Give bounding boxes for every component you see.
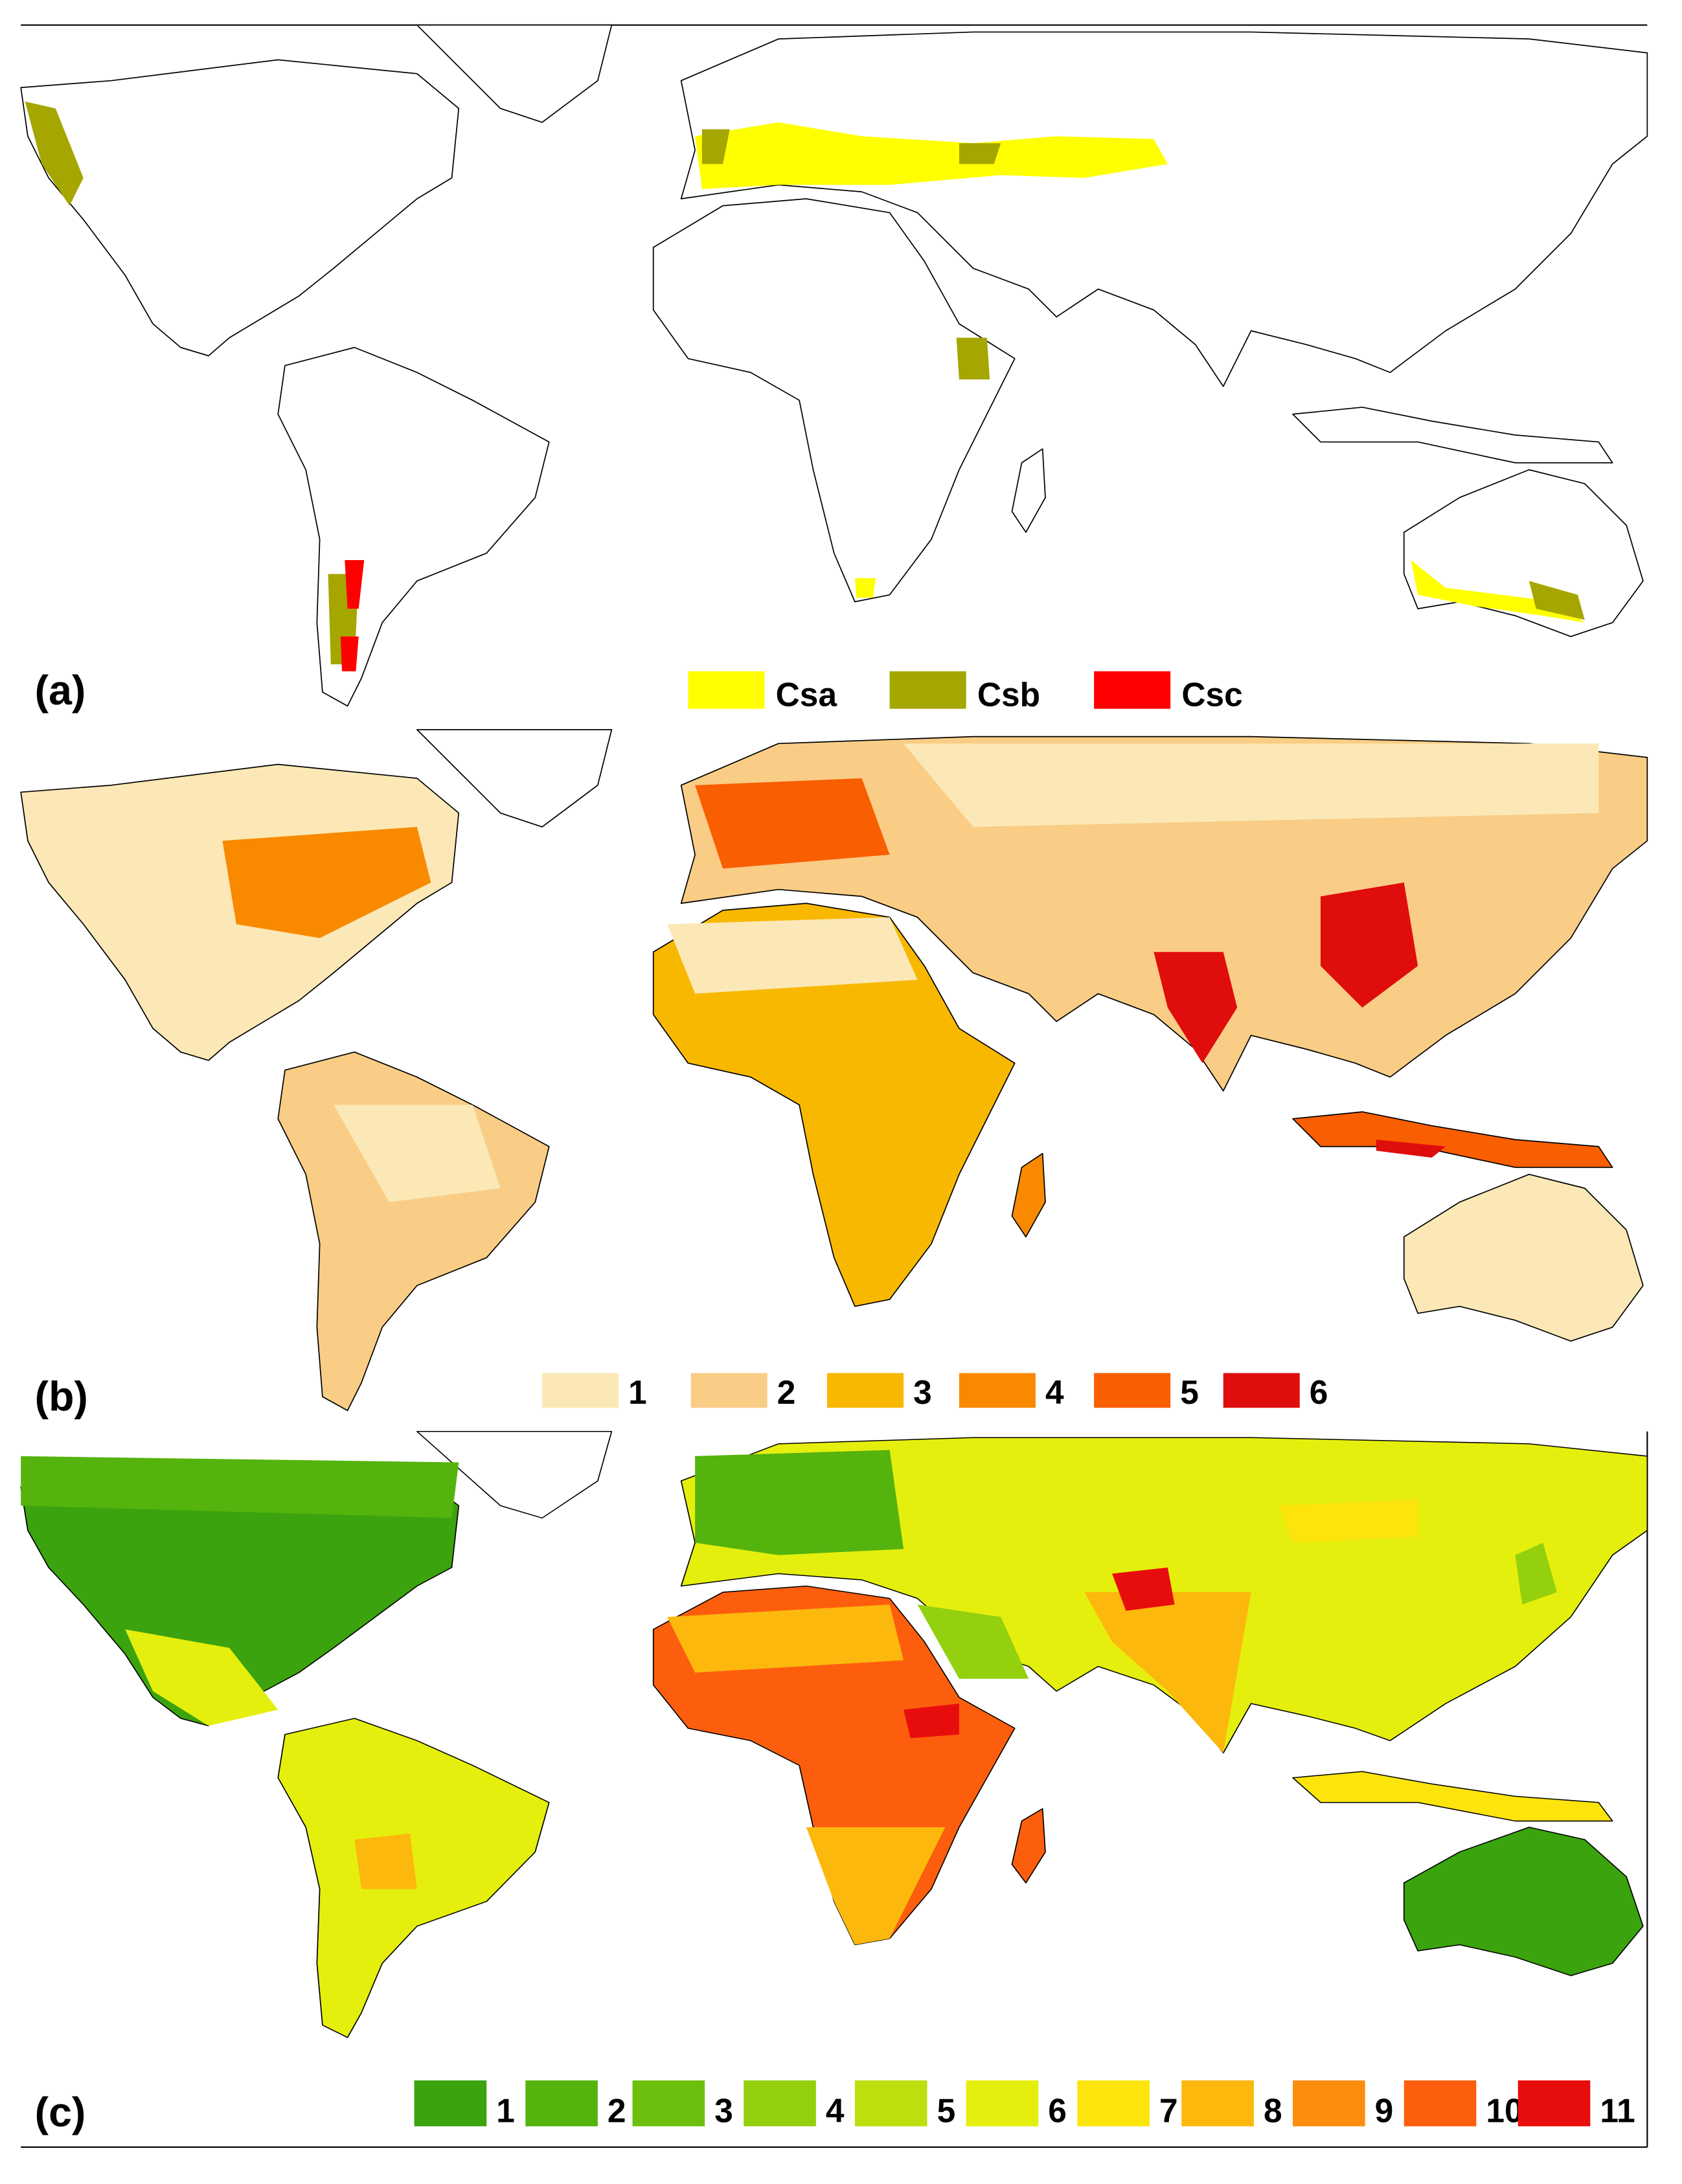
legend-label-10: 10 [1486, 2091, 1523, 2129]
legend-swatch-6 [1223, 1373, 1300, 1408]
japan [1515, 1542, 1557, 1605]
density-sahara [667, 917, 918, 994]
csb-east-africa [956, 337, 990, 379]
legend-swatch-8 [1181, 2080, 1254, 2126]
legend-label-4: 4 [826, 2091, 845, 2129]
africa-landmass [652, 198, 1016, 603]
legend-swatch-5 [1094, 1373, 1171, 1408]
legend-label-1: 1 [628, 1373, 647, 1411]
panel-c-country-index-map [20, 1430, 1648, 2038]
legend-swatch-csa [688, 671, 765, 709]
legend-label-6: 6 [1048, 2091, 1067, 2129]
south-asia [1084, 1592, 1251, 1753]
panel-a-mediterranean-climate-map [20, 24, 1648, 707]
density-amazon [334, 1105, 501, 1202]
csa-mediterranean-basin [695, 122, 1168, 189]
south-sudan [904, 1703, 959, 1739]
saudi-arabia [917, 1604, 1029, 1679]
legend-label-csc: Csc [1181, 675, 1242, 713]
legend-label-csa: Csa [776, 675, 837, 713]
indonesia-landmass [1292, 1111, 1613, 1168]
greenland-landmass [416, 24, 613, 123]
legend-swatch-7 [1077, 2080, 1150, 2126]
north-america-landmass [20, 59, 460, 357]
bolivia [354, 1833, 417, 1889]
legend-swatch-4 [744, 2080, 816, 2126]
legend-swatch-4 [959, 1373, 1036, 1408]
mexico-central-america [125, 1629, 278, 1726]
legend-label-2: 2 [777, 1373, 796, 1411]
density-india [1154, 952, 1238, 1063]
csa-south-africa [854, 578, 876, 598]
legend-label-6: 6 [1310, 1373, 1328, 1411]
europe-region [695, 1450, 904, 1555]
canada-region [21, 1456, 459, 1518]
legend-label-11: 11 [1600, 2091, 1635, 2129]
indonesia-landmass [1292, 407, 1613, 464]
madagascar-landmass [1011, 448, 1046, 533]
legend-label-5: 5 [1180, 1373, 1199, 1411]
legend-swatch-5 [854, 2080, 927, 2126]
panel-a-label: (a) [35, 667, 86, 714]
legend-b: 1 2 3 4 5 6 [542, 1373, 1328, 1411]
density-europe [695, 778, 890, 869]
legend-label-5: 5 [937, 2091, 956, 2129]
north-africa [667, 1604, 904, 1673]
afghanistan [1112, 1567, 1175, 1611]
panel-c-label: (c) [35, 2089, 86, 2135]
legend-swatch-2 [525, 2080, 598, 2126]
panel-b-population-density-map [20, 728, 1648, 1412]
density-east-china [1320, 882, 1418, 1008]
legend-c: 1 2 3 4 5 6 7 8 9 10 11 [414, 2080, 1635, 2129]
csc-chile [340, 560, 365, 671]
madagascar-landmass [1011, 1808, 1046, 1884]
legend-label-7: 7 [1159, 2091, 1178, 2129]
australia-landmass [1403, 1173, 1644, 1342]
south-america-landmass [277, 346, 550, 707]
csb-california [25, 101, 84, 206]
australia-landmass [1403, 1827, 1644, 1976]
legend-swatch-10 [1404, 2080, 1477, 2126]
legend-swatch-3 [632, 2080, 705, 2126]
indonesia-landmass [1292, 1771, 1613, 1822]
panel-b-label: (b) [35, 1373, 88, 1420]
greenland-landmass [416, 728, 613, 827]
legend-label-9: 9 [1375, 2091, 1394, 2129]
csb-australia [1529, 581, 1585, 620]
legend-swatch-csc [1094, 671, 1171, 709]
legend-label-csb: Csb [977, 675, 1040, 713]
density-east-usa [222, 827, 431, 938]
legend-swatch-csb [889, 671, 966, 709]
csb-mediterranean-patches [701, 129, 1001, 164]
legend-swatch-2 [690, 1373, 767, 1408]
legend-label-3: 3 [714, 2091, 733, 2129]
greenland-landmass [416, 1430, 613, 1519]
legend-swatch-1 [542, 1373, 619, 1408]
legend-label-8: 8 [1264, 2091, 1282, 2129]
legend-a: Csa Csb Csc [688, 671, 1243, 713]
legend-swatch-6 [966, 2080, 1039, 2126]
density-siberia [904, 743, 1599, 827]
legend-label-2: 2 [608, 2091, 626, 2129]
eurasia-landmass [680, 31, 1648, 387]
southern-africa [806, 1827, 946, 1945]
density-java [1376, 1140, 1446, 1158]
madagascar-landmass [1011, 1153, 1046, 1238]
legend-label-1: 1 [496, 2091, 515, 2129]
legend-label-4: 4 [1045, 1373, 1064, 1411]
legend-swatch-11 [1517, 2080, 1591, 2126]
legend-swatch-9 [1293, 2080, 1365, 2126]
legend-swatch-1 [414, 2080, 487, 2126]
legend-swatch-3 [827, 1373, 904, 1408]
legend-label-3: 3 [913, 1373, 932, 1411]
mongolia [1279, 1499, 1418, 1543]
